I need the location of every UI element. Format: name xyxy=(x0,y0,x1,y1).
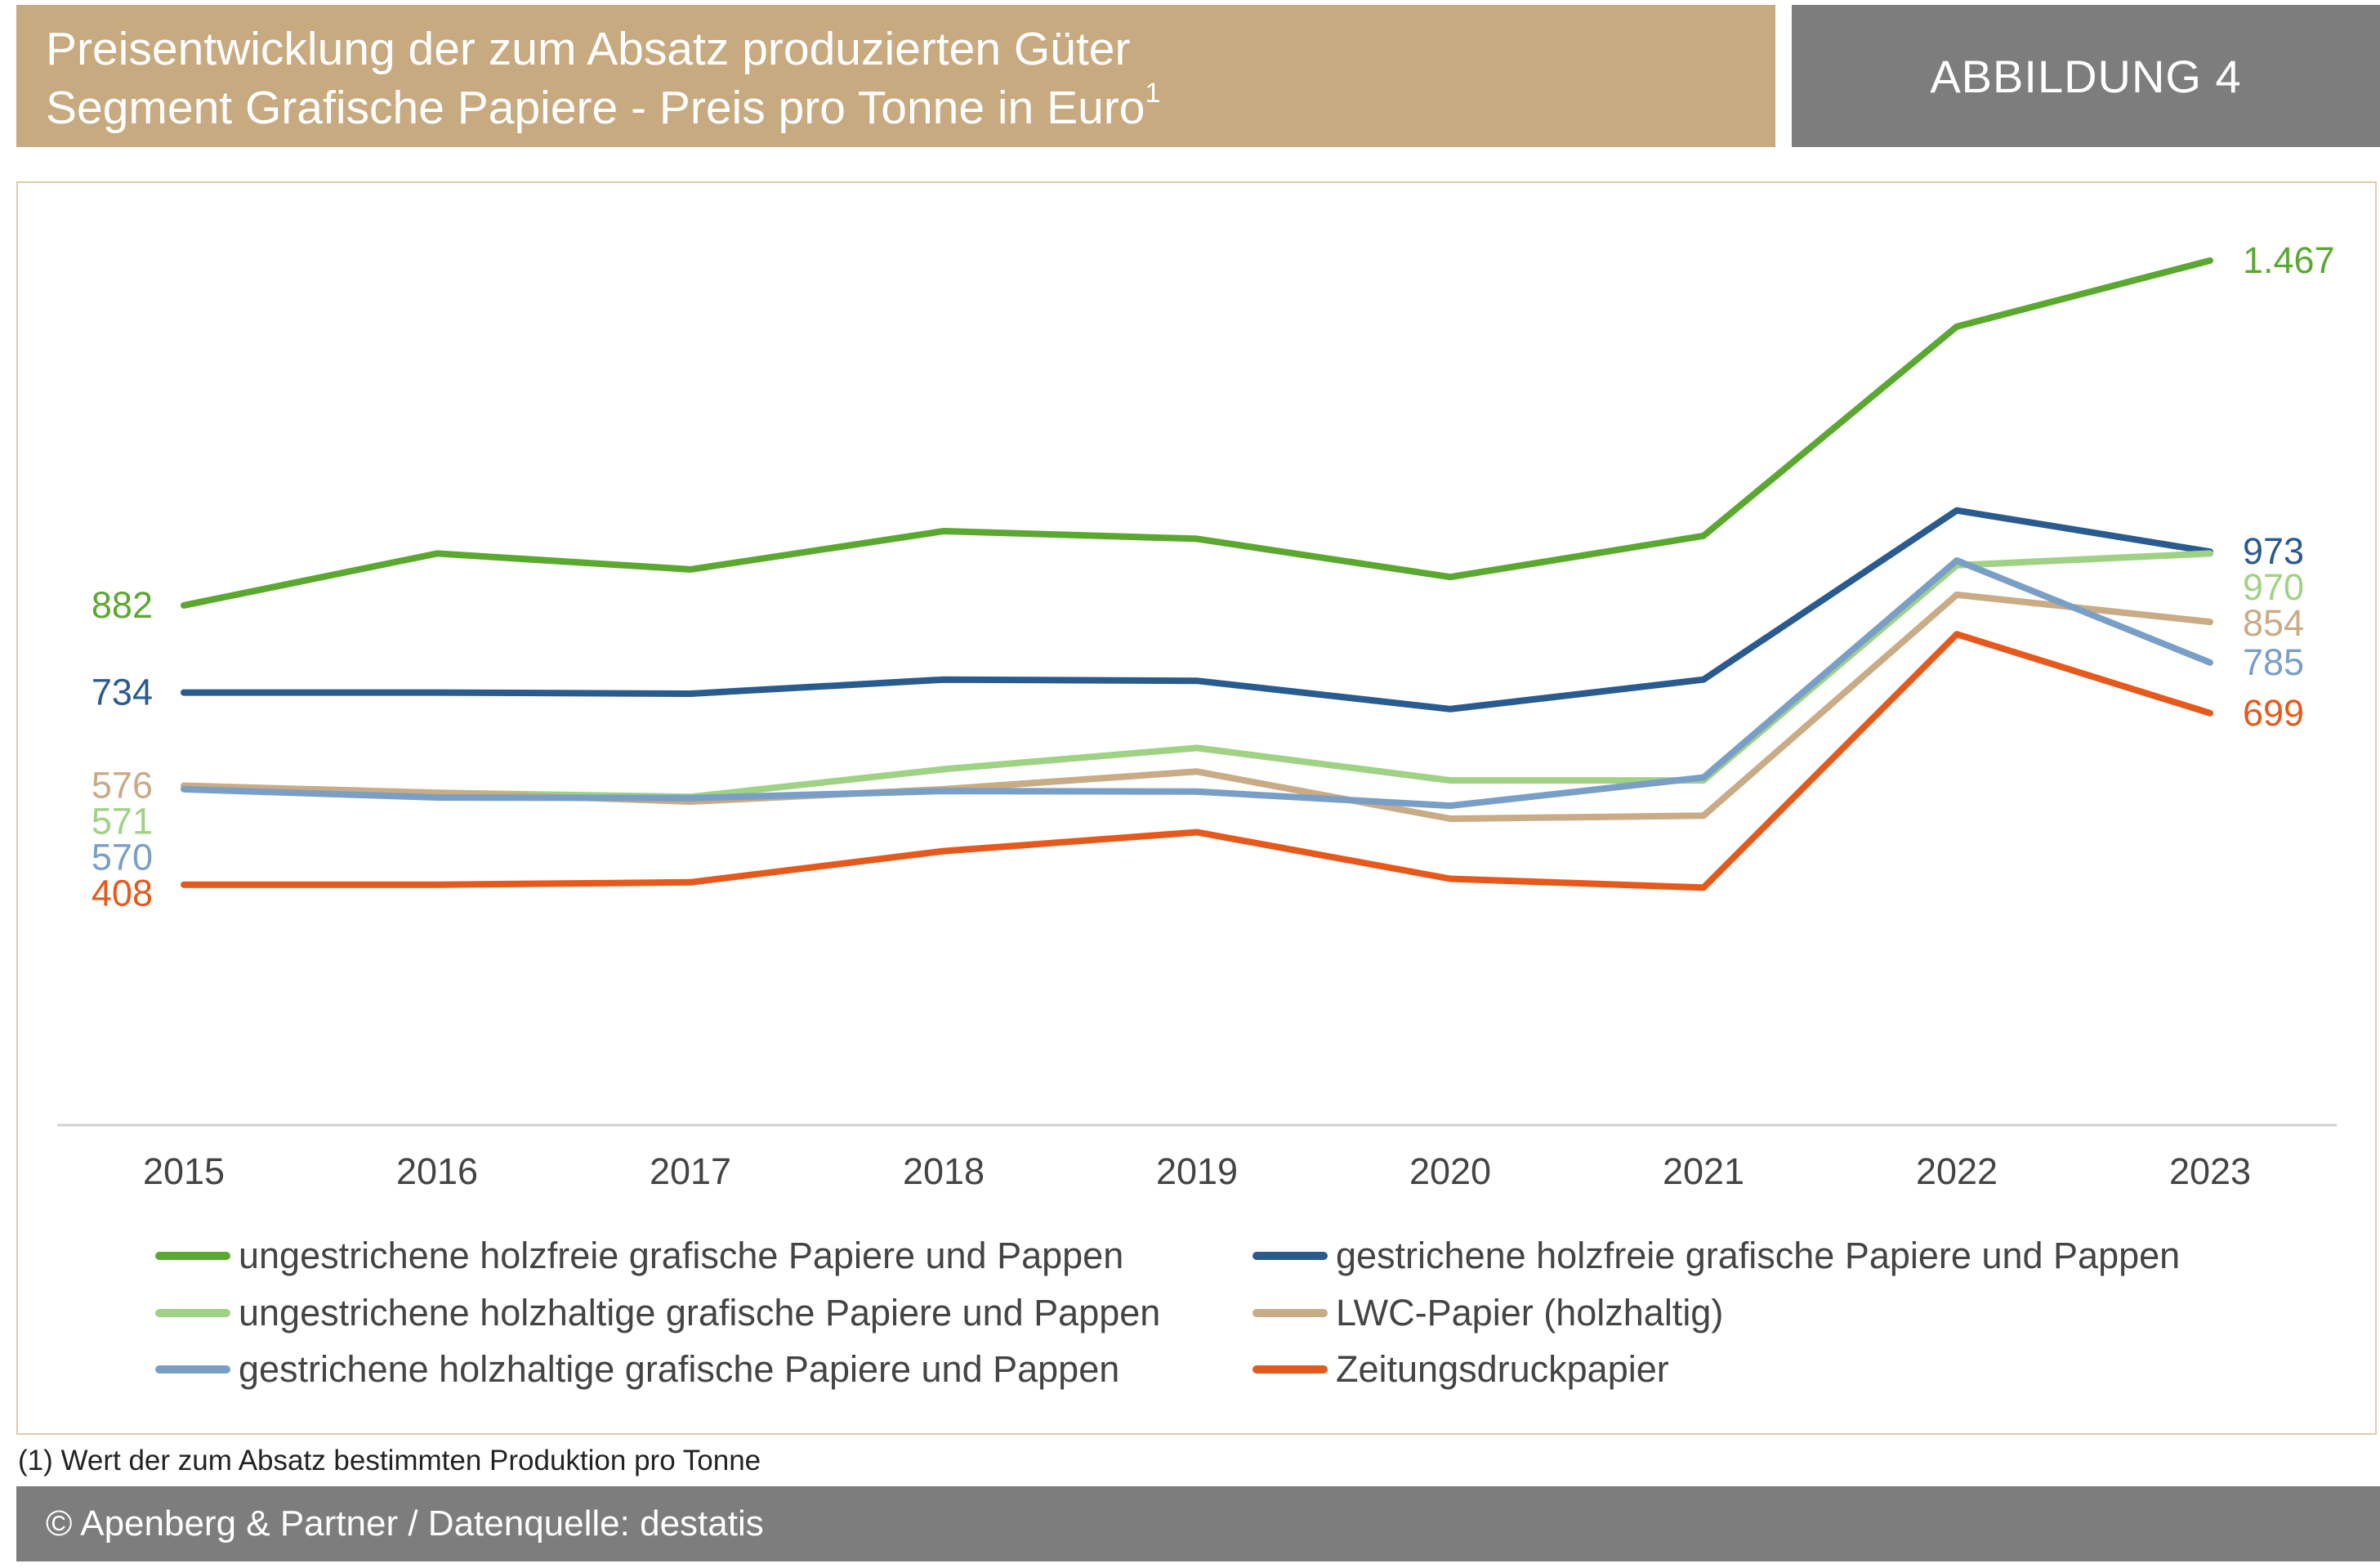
x-tick-label: 2018 xyxy=(903,1150,985,1192)
legend-swatch xyxy=(155,1252,230,1260)
footer-source: © Apenberg & Partner / Datenquelle: dest… xyxy=(46,1503,764,1543)
legend-label: ungestrichene holzfreie grafische Papier… xyxy=(239,1235,1124,1276)
chart-subtitle-text: Preis pro Tonne in Euro xyxy=(659,82,1145,134)
footnote-marker: 1 xyxy=(1145,78,1161,109)
x-tick-label: 2019 xyxy=(1156,1150,1238,1192)
x-tick-label: 2022 xyxy=(1916,1150,1998,1192)
line-chart: 2015 2016 2017 2018 2019 2020 2021 2022 2023 882 7… xyxy=(57,239,2337,1192)
legend-item: gestrichene holzfreie grafische Papiere … xyxy=(1253,1231,2180,1280)
legend-item: ungestrichene holzfreie grafische Papier… xyxy=(155,1231,1123,1280)
legend-swatch xyxy=(1253,1309,1328,1317)
legend-swatch xyxy=(1253,1252,1328,1260)
chart-title-line1: Preisentwicklung der zum Absatz produzie… xyxy=(46,23,1131,75)
data-label: 571 xyxy=(92,801,153,842)
legend-swatch xyxy=(155,1365,230,1374)
chart-frame xyxy=(16,181,2377,1435)
footer-bar: © Apenberg & Partner / Datenquelle: dest… xyxy=(16,1486,2380,1561)
chart-title-bold: Segment Grafische Papiere - xyxy=(46,82,659,134)
legend-label: ungestrichene holzhaltige grafische Papi… xyxy=(239,1292,1161,1333)
legend-label: LWC-Papier (holzhaltig) xyxy=(1336,1292,1724,1333)
data-label: 882 xyxy=(92,584,153,626)
series-line xyxy=(181,507,2213,713)
legend-label: gestrichene holzhaltige grafische Papier… xyxy=(239,1348,1120,1390)
series-line xyxy=(181,631,2213,891)
data-label: 785 xyxy=(2243,641,2304,683)
x-tick-label: 2023 xyxy=(2169,1150,2251,1192)
series-line xyxy=(181,550,2213,801)
data-label: 570 xyxy=(92,837,153,878)
data-label: 973 xyxy=(2243,530,2304,572)
legend-swatch xyxy=(155,1309,230,1317)
data-label: 734 xyxy=(92,672,153,713)
x-tick-label: 2020 xyxy=(1409,1150,1491,1192)
legend-label: gestrichene holzfreie grafische Papiere … xyxy=(1336,1235,2181,1276)
legend-item: gestrichene holzhaltige grafische Papier… xyxy=(155,1345,1119,1394)
x-tick-label: 2016 xyxy=(396,1150,478,1192)
chart-title-line2: Segment Grafische Papiere - Preis pro To… xyxy=(46,78,1746,137)
x-tick-label: 2017 xyxy=(650,1150,731,1192)
legend-label: Zeitungsdruckpapier xyxy=(1336,1348,1669,1390)
data-label: 1.467 xyxy=(2243,239,2335,281)
data-label: 854 xyxy=(2243,602,2304,644)
footnote: (1) Wert der zum Absatz bestimmten Produ… xyxy=(18,1445,761,1476)
x-tick-label: 2021 xyxy=(1663,1150,1744,1192)
legend-item: ungestrichene holzhaltige grafische Papi… xyxy=(155,1289,1160,1338)
data-label: 408 xyxy=(92,873,153,914)
series-line xyxy=(181,257,2213,609)
data-label: 970 xyxy=(2243,566,2304,608)
title-banner: Preisentwicklung der zum Absatz produzie… xyxy=(16,5,1775,147)
figure-label: ABBILDUNG 4 xyxy=(1792,5,2380,147)
data-label: 576 xyxy=(92,765,153,806)
legend-item: Zeitungsdruckpapier xyxy=(1253,1345,1669,1394)
series-line xyxy=(181,591,2213,822)
legend-item: LWC-Papier (holzhaltig) xyxy=(1253,1289,1723,1338)
chart-title-light: Preis pro Tonne in Euro1 xyxy=(659,79,1161,134)
x-tick-label: 2015 xyxy=(143,1150,225,1192)
data-label: 699 xyxy=(2243,692,2304,734)
series-line xyxy=(181,557,2213,810)
legend-swatch xyxy=(1253,1365,1328,1374)
